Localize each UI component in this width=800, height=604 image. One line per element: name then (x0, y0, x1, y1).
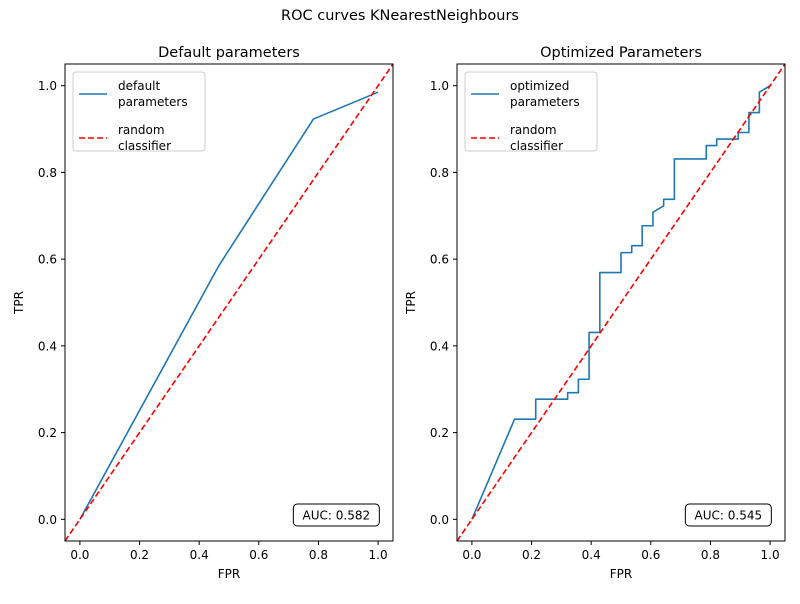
y-tick-label: 0.6 (430, 253, 449, 267)
y-tick-label: 0.6 (38, 253, 57, 267)
legend-label-optimized-parameters: parameters (510, 95, 580, 109)
plot-frame (64, 63, 394, 542)
legend-box (72, 71, 206, 152)
series-line-random-classifier (65, 64, 393, 541)
y-axis-label: TPR (12, 291, 26, 315)
y-tick-label: 1.0 (430, 79, 449, 93)
x-tick-label: 0.6 (641, 548, 660, 562)
chart-title: Default parameters (158, 45, 300, 61)
x-tick-label: 0.4 (190, 548, 209, 562)
auc-annotation: AUC: 0.582 (303, 508, 371, 522)
y-tick-label: 1.0 (38, 79, 57, 93)
y-tick-label: 0.0 (430, 513, 449, 527)
x-axis-label: FPR (218, 567, 240, 581)
y-tick-label: 0.4 (430, 339, 449, 353)
chart-panel-1: Default parameters 0.0 0.2 0.4 0.6 0.8 1.0 0.0 0… (12, 45, 394, 581)
auc-annotation-box (292, 503, 380, 527)
x-tick-label: 1.0 (761, 548, 780, 562)
chart-panel-2: Optimized Parameters 0.0 0.2 0.4 0.6 0.8 1.0 0.… (404, 45, 786, 581)
x-axis-label: FPR (610, 567, 632, 581)
x-tick-label: 0.2 (522, 548, 541, 562)
legend-label-random-classifier: random (118, 123, 165, 137)
auc-annotation: AUC: 0.545 (695, 508, 763, 522)
series-line-default-parameters (79, 91, 379, 520)
plot-frame (456, 63, 786, 542)
legend-box (464, 71, 598, 152)
x-tick-label: 0.4 (582, 548, 601, 562)
auc-annotation-box (684, 503, 772, 527)
chart-title: Optimized Parameters (540, 45, 702, 61)
legend-label-random-classifier: classifier (510, 139, 563, 153)
figure-suptitle: ROC curves KNearestNeighbours (281, 8, 519, 24)
y-tick-label: 0.0 (38, 513, 57, 527)
x-tick-label: 0.0 (462, 548, 481, 562)
x-tick-label: 0.0 (70, 548, 89, 562)
x-tick-label: 1.0 (369, 548, 388, 562)
y-tick-label: 0.8 (38, 166, 57, 180)
series-line-random-classifier (457, 64, 785, 541)
series-line-optimized-parameters (471, 84, 771, 520)
y-tick-label: 0.8 (430, 166, 449, 180)
legend-label-random-classifier: classifier (118, 139, 171, 153)
legend-label-default-parameters: default (118, 79, 161, 93)
y-tick-label: 0.2 (430, 426, 449, 440)
legend-label-optimized-parameters: optimized (510, 79, 569, 93)
legend-label-random-classifier: random (510, 123, 557, 137)
legend-label-default-parameters: parameters (118, 95, 188, 109)
x-tick-label: 0.8 (701, 548, 720, 562)
y-tick-label: 0.2 (38, 426, 57, 440)
y-tick-label: 0.4 (38, 339, 57, 353)
x-tick-label: 0.8 (309, 548, 328, 562)
y-axis-label: TPR (404, 291, 418, 315)
x-tick-label: 0.6 (249, 548, 268, 562)
x-tick-label: 0.2 (130, 548, 149, 562)
